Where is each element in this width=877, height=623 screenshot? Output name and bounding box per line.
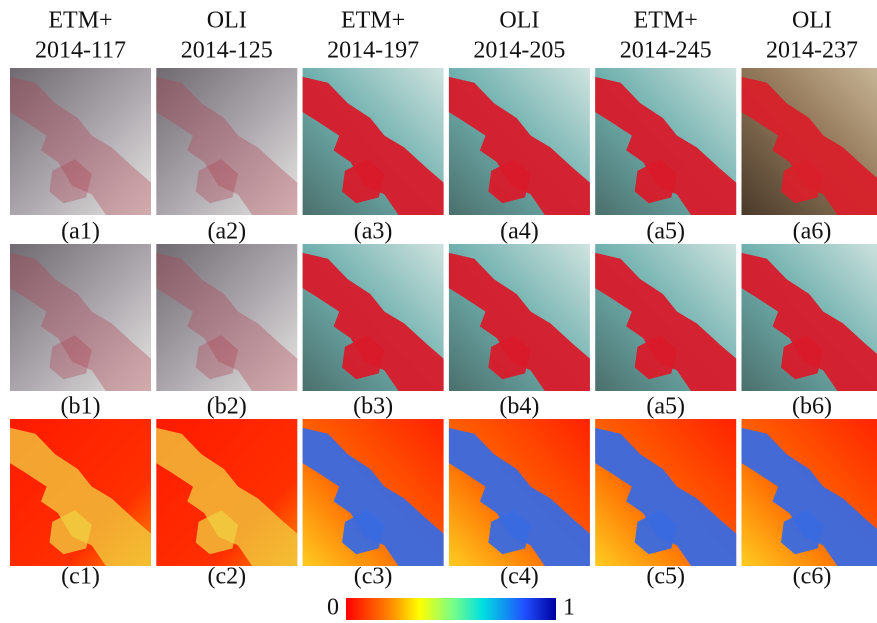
- panel-label: (c5): [646, 564, 685, 590]
- column-sensor: OLI: [207, 8, 247, 34]
- panel-label: (b4): [499, 394, 539, 420]
- panel-label: (c3): [354, 564, 393, 590]
- panel-label: (a4): [500, 219, 539, 245]
- panel-label: (b2): [207, 394, 247, 420]
- colorbar-min: 0: [327, 595, 339, 621]
- panel-label: (a3): [354, 219, 393, 245]
- column-sensor: ETM+: [341, 8, 405, 34]
- column-sensor: OLI: [499, 8, 539, 34]
- column-sensor: OLI: [792, 8, 832, 34]
- panel-label: (c4): [500, 564, 539, 590]
- panel-label: (c1): [61, 564, 100, 590]
- column-date: 2014-245: [620, 38, 712, 64]
- column-sensor: ETM+: [634, 8, 698, 34]
- colorbar: [346, 598, 556, 620]
- column-date: 2014-237: [766, 38, 858, 64]
- panel-label: (a1): [61, 219, 100, 245]
- column-date: 2014-125: [181, 38, 273, 64]
- panel-label: (a2): [207, 219, 246, 245]
- page: {"columns": [ {"sensor": "ETM+", "date":…: [0, 0, 877, 623]
- panel-label: (c2): [207, 564, 246, 590]
- panel-label: (a5): [646, 219, 685, 245]
- panel-label: (a6): [793, 219, 832, 245]
- panel-label: (a5): [646, 394, 685, 420]
- column-date: 2014-205: [473, 38, 565, 64]
- panel-label: (b6): [792, 394, 832, 420]
- column-date: 2014-197: [327, 38, 419, 64]
- panel-label: (b1): [61, 394, 101, 420]
- column-date: 2014-117: [35, 38, 126, 64]
- figure: ETM+ 2014-117 OLI 2014-125 ETM+ 2014-197 OLI 20…: [0, 0, 877, 623]
- column-sensor: ETM+: [48, 8, 112, 34]
- colorbar-max: 1: [563, 595, 575, 621]
- panel-label: (b3): [353, 394, 393, 420]
- panel-label: (c6): [793, 564, 832, 590]
